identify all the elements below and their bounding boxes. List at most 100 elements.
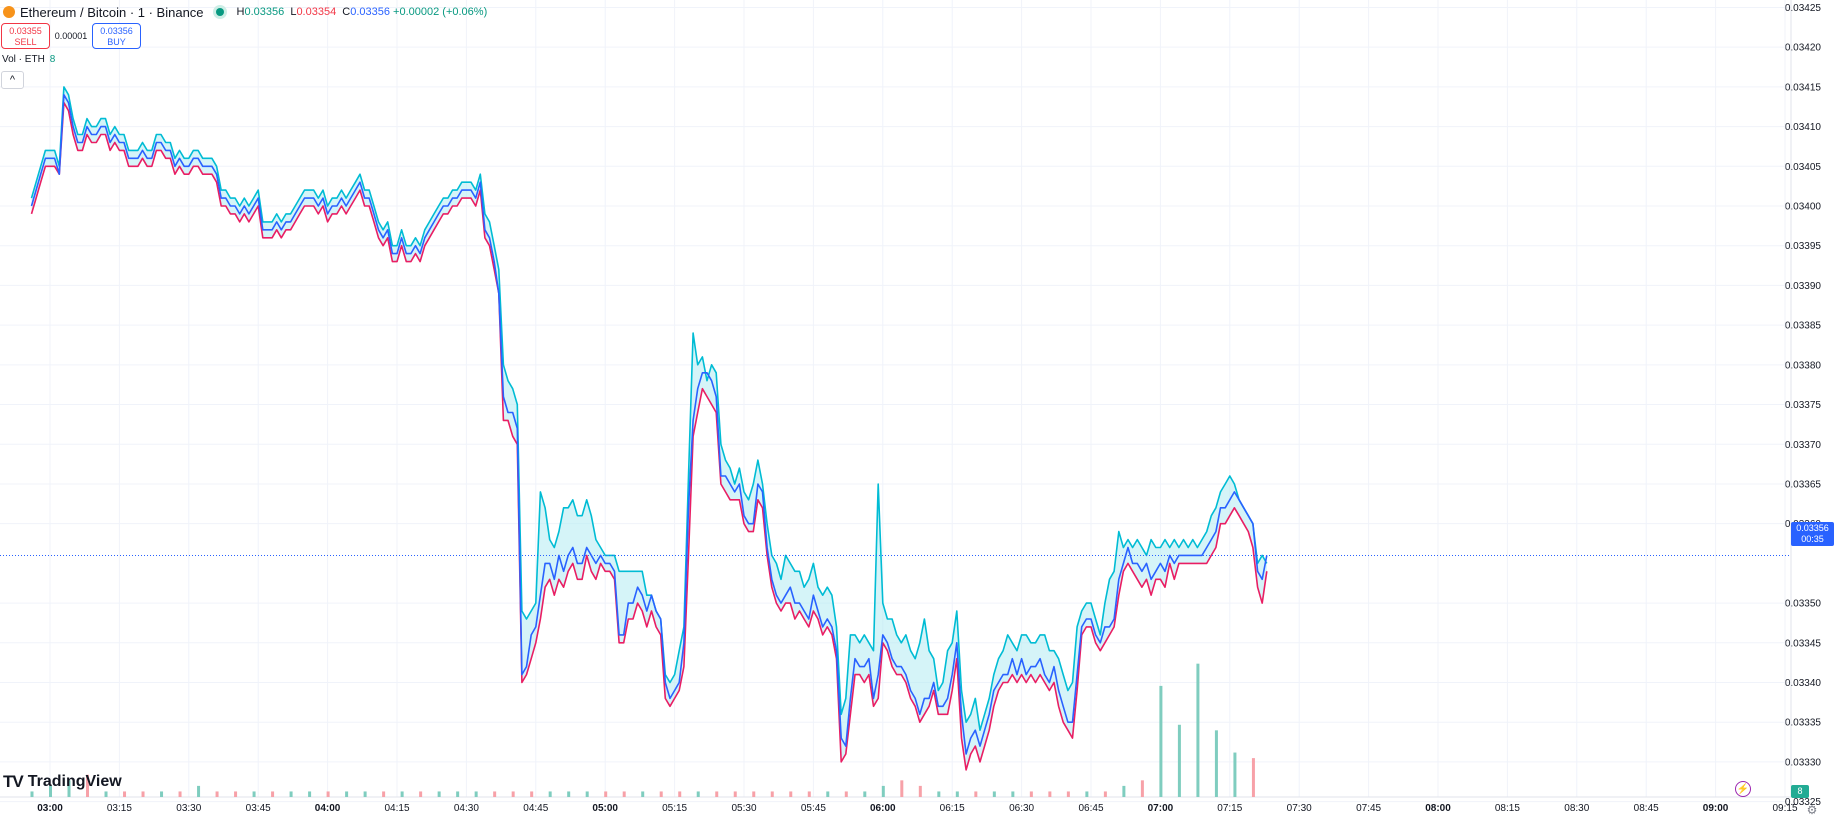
volume-bar <box>104 791 108 797</box>
y-axis-tick-label: 0.03410 <box>1785 122 1822 133</box>
collapse-legend-button[interactable]: ^ <box>1 71 24 89</box>
sell-label: SELL <box>14 37 37 47</box>
chart-legend-header: Ethereum / Bitcoin · 1 · Binance H0.0335… <box>0 3 487 21</box>
y-axis-tick-label: 0.03340 <box>1785 678 1822 689</box>
x-axis-tick-label: 04:30 <box>454 803 479 814</box>
volume-bar <box>622 791 626 797</box>
low-label: L <box>290 6 297 18</box>
volume-bar <box>160 791 164 797</box>
x-axis-tick-label: 07:15 <box>1217 803 1242 814</box>
tradingview-logo[interactable]: TV TradingView <box>3 772 122 792</box>
x-axis-tick-label: 06:15 <box>940 803 965 814</box>
volume-bar <box>992 791 996 797</box>
volume-bar <box>1159 685 1163 797</box>
volume-bar <box>844 791 848 797</box>
x-axis-tick-label: 05:30 <box>731 803 756 814</box>
x-axis-tick-label: 06:00 <box>870 803 896 814</box>
y-axis-tick-label: 0.03380 <box>1785 360 1822 371</box>
volume-bar <box>1066 791 1070 797</box>
trade-buttons: 0.03355 SELL 0.00001 0.03356 BUY <box>1 23 141 49</box>
x-axis-tick-label: 09:15 <box>1772 803 1797 814</box>
x-axis-tick-label: 07:45 <box>1356 803 1381 814</box>
volume-bar <box>604 791 608 797</box>
x-axis-tick-label: 04:15 <box>384 803 409 814</box>
x-axis-tick-label: 03:30 <box>176 803 201 814</box>
x-axis-tick-label: 08:30 <box>1564 803 1589 814</box>
y-axis-tick-label: 0.03390 <box>1785 281 1822 292</box>
volume-bar <box>659 791 663 797</box>
volume-bar <box>308 791 312 797</box>
y-axis-tick-label: 0.03365 <box>1785 479 1822 490</box>
volume-bar <box>752 791 756 797</box>
x-axis-tick-label: 08:00 <box>1425 803 1451 814</box>
y-axis-tick-label: 0.03420 <box>1785 43 1822 54</box>
volume-bar <box>585 791 589 797</box>
volume-axis-tag: 8 <box>1791 785 1809 798</box>
volume-bar <box>234 791 238 797</box>
x-axis-tick-label: 05:00 <box>592 803 618 814</box>
close-label: C <box>342 6 351 18</box>
volume-bar <box>1103 791 1107 797</box>
volume-bar <box>1085 791 1089 797</box>
volume-legend[interactable]: Vol · ETH 8 <box>2 54 55 65</box>
volume-bar <box>345 791 349 797</box>
y-axis-tick-label: 0.03370 <box>1785 440 1822 451</box>
x-axis-tick-label: 03:00 <box>37 803 63 814</box>
symbol-title[interactable]: Ethereum / Bitcoin · 1 · Binance <box>20 4 204 20</box>
x-axis-tick-label: 09:00 <box>1703 803 1729 814</box>
x-axis-tick-label: 03:15 <box>107 803 132 814</box>
x-axis-tick-label: 06:45 <box>1078 803 1103 814</box>
y-axis-tick-label: 0.03335 <box>1785 718 1822 729</box>
market-open-status-icon <box>215 8 224 16</box>
volume-bar <box>770 791 774 797</box>
volume-bar <box>789 791 793 797</box>
y-axis-tick-label: 0.03425 <box>1785 3 1822 14</box>
volume-bar <box>400 791 404 797</box>
x-axis-tick-label: 03:45 <box>246 803 271 814</box>
change-value: +0.00002 (+0.06%) <box>393 6 488 18</box>
settings-gear-icon[interactable]: ⚙ <box>1806 803 1818 817</box>
bar-countdown: 00:35 <box>1801 534 1824 544</box>
volume-bar <box>215 791 219 797</box>
volume-bar <box>1011 791 1015 797</box>
x-axis-tick-label: 05:15 <box>662 803 687 814</box>
volume-bar <box>955 791 959 797</box>
volume-bar <box>123 791 127 797</box>
y-axis-tick-label: 0.03375 <box>1785 400 1822 411</box>
x-axis-tick-label: 07:00 <box>1148 803 1174 814</box>
volume-bar <box>178 791 182 797</box>
sell-price: 0.03355 <box>9 26 42 36</box>
volume-bar <box>937 791 941 797</box>
volume-bar <box>197 785 201 797</box>
sell-button[interactable]: 0.03355 SELL <box>1 23 50 49</box>
y-axis-tick-label: 0.03325 <box>1785 797 1822 808</box>
current-price-tag: 0.03356 00:35 <box>1791 522 1834 546</box>
high-value: 0.03356 <box>244 6 285 18</box>
volume-bar <box>974 791 978 797</box>
volume-bar <box>474 791 478 797</box>
volume-bar <box>1214 730 1218 797</box>
volume-bar <box>678 791 682 797</box>
volume-bar <box>67 780 71 797</box>
lightning-icon[interactable]: ⚡ <box>1735 781 1751 797</box>
volume-bar <box>382 791 386 797</box>
high-label: H <box>236 6 245 18</box>
y-axis-tick-label: 0.03400 <box>1785 201 1822 212</box>
volume-bar <box>289 791 293 797</box>
x-axis-tick-label: 08:45 <box>1634 803 1659 814</box>
close-value: 0.03356 <box>350 6 390 18</box>
volume-bar <box>326 791 330 797</box>
volume-bar <box>807 791 811 797</box>
volume-bar <box>252 791 256 797</box>
x-axis-tick-label: 08:15 <box>1495 803 1520 814</box>
volume-bar <box>696 791 700 797</box>
volume-bar <box>419 791 423 797</box>
volume-bar <box>1048 791 1052 797</box>
buy-button[interactable]: 0.03356 BUY <box>92 23 141 49</box>
x-axis-tick-label: 07:30 <box>1287 803 1312 814</box>
y-axis-tick-label: 0.03385 <box>1785 321 1822 332</box>
volume-bar <box>900 780 904 797</box>
volume-bar <box>437 791 441 797</box>
volume-bar <box>715 791 719 797</box>
